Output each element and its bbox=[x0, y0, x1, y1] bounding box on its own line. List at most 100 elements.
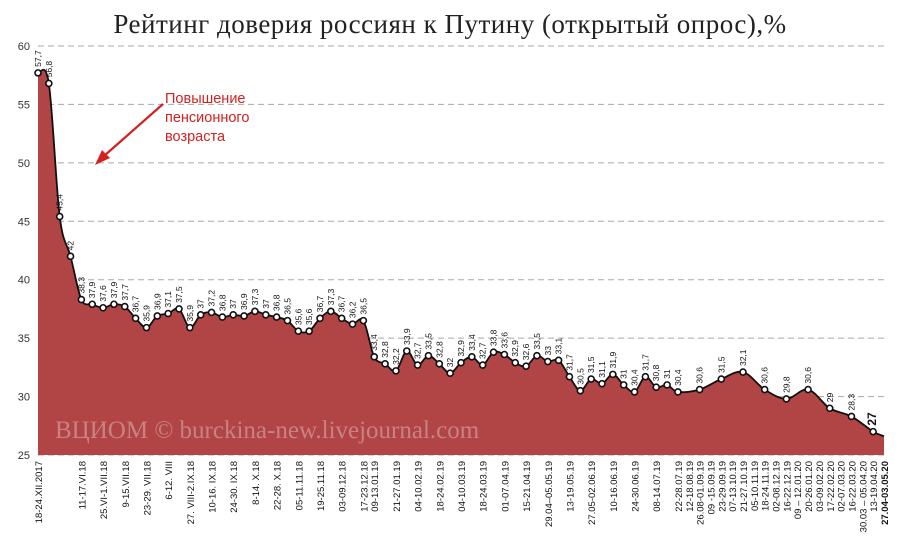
y-tick-label: 35 bbox=[18, 333, 30, 345]
data-point bbox=[565, 372, 574, 381]
data-point bbox=[251, 307, 259, 316]
y-tick-label: 30 bbox=[18, 392, 30, 404]
x-tick-label: 05-11.11.18 bbox=[294, 461, 305, 510]
data-point bbox=[619, 381, 628, 389]
data-point bbox=[468, 353, 476, 361]
data-label: 42 bbox=[66, 241, 76, 251]
data-label: 45,4 bbox=[55, 194, 65, 211]
x-tick-label: 18-24.11.19 bbox=[761, 461, 772, 511]
x-tick-label: 15-21.04.19 bbox=[522, 461, 533, 512]
data-point bbox=[478, 361, 487, 369]
data-label: 32,9 bbox=[456, 340, 466, 357]
data-label: 36,7 bbox=[337, 295, 347, 312]
data-point bbox=[283, 316, 292, 325]
data-point bbox=[500, 350, 509, 359]
x-tick-label: 19-25.11.18 bbox=[316, 461, 327, 511]
y-tick-label: 45 bbox=[18, 216, 30, 228]
annotation-text: Повышение пенсионного возраста bbox=[165, 91, 253, 145]
data-point bbox=[370, 353, 379, 361]
data-point bbox=[522, 362, 530, 370]
data-label: 30,8 bbox=[651, 364, 661, 381]
data-point bbox=[240, 312, 248, 320]
data-label: 36,5 bbox=[358, 298, 368, 315]
data-label: 31,5 bbox=[586, 356, 596, 373]
data-label: 37,9 bbox=[109, 281, 119, 298]
x-tick-label: 11-17.VI.18 bbox=[77, 461, 88, 509]
x-tick-label: 30.03 – 05.04.20 bbox=[858, 461, 869, 532]
data-label: 32,6 bbox=[521, 343, 531, 360]
data-label: 32,8 bbox=[434, 341, 444, 358]
x-tick-label: 02-07.03.20 bbox=[837, 461, 848, 512]
data-point bbox=[804, 385, 812, 394]
x-tick-label: 23-29. VII.18 bbox=[142, 461, 153, 515]
data-label: 31 bbox=[619, 369, 629, 379]
data-label: 30,4 bbox=[673, 369, 683, 386]
data-point bbox=[663, 381, 671, 389]
x-tick-label: 03-09.02.20 bbox=[815, 461, 826, 512]
data-label: 37 bbox=[196, 299, 206, 309]
data-point bbox=[294, 327, 303, 335]
x-tick-label: 17-23.12.18 bbox=[359, 461, 370, 512]
data-label: 33,8 bbox=[489, 329, 499, 346]
data-point bbox=[120, 302, 129, 311]
x-tick-label: 01-07.04.19 bbox=[500, 461, 511, 512]
data-label: 36,9 bbox=[152, 293, 162, 310]
data-point bbox=[489, 348, 498, 356]
data-point bbox=[511, 358, 520, 367]
data-point bbox=[272, 313, 281, 321]
x-tick-label: 22-28.07.19 bbox=[674, 461, 685, 512]
x-tick-label: 04-10.03.19 bbox=[457, 461, 468, 512]
x-tick-label: 24-30.06.19 bbox=[631, 461, 642, 512]
data-point bbox=[381, 360, 389, 368]
data-label: 35,6 bbox=[304, 308, 314, 325]
annotation-arrow-line bbox=[103, 103, 164, 157]
data-label: 57,7 bbox=[33, 50, 43, 67]
data-label: 32,1 bbox=[738, 349, 748, 366]
data-label: 32,7 bbox=[413, 342, 423, 359]
data-label: 29,8 bbox=[781, 376, 791, 393]
data-label: 36,7 bbox=[315, 295, 325, 312]
data-label: 36,9 bbox=[239, 293, 249, 310]
data-label: 33,9 bbox=[402, 328, 412, 345]
data-points bbox=[34, 69, 877, 436]
x-tick-label: 24-30. IX.18 bbox=[229, 461, 240, 513]
data-point bbox=[77, 295, 86, 304]
data-label: 37,9 bbox=[87, 281, 97, 298]
data-point bbox=[739, 368, 747, 376]
data-point bbox=[305, 327, 313, 335]
y-axis-ticks: 25 30 35 40 45 50 55 60 bbox=[18, 41, 30, 462]
data-label: 35,9 bbox=[185, 305, 195, 322]
data-label: 31,7 bbox=[564, 354, 574, 371]
data-label: 38,3 bbox=[76, 277, 86, 294]
x-tick-label: 09 -15.09.19 bbox=[706, 461, 717, 514]
x-tick-label: 13-19.04.20 bbox=[869, 461, 880, 512]
data-point bbox=[164, 309, 172, 318]
data-point bbox=[45, 79, 53, 88]
x-tick-label: 25.VI-1.VII.18 bbox=[99, 461, 110, 519]
data-point bbox=[576, 386, 585, 395]
data-label: 30,5 bbox=[575, 368, 585, 385]
data-point bbox=[88, 300, 97, 309]
data-point bbox=[435, 360, 444, 368]
chart-title: Рейтинг доверия россиян к Путину (открыт… bbox=[113, 9, 786, 39]
data-point bbox=[869, 427, 877, 436]
data-point bbox=[153, 312, 162, 320]
data-label: 37,5 bbox=[174, 286, 184, 303]
data-label: 33,5 bbox=[532, 333, 542, 350]
x-tick-label: 09-13.01.19 bbox=[370, 461, 381, 512]
y-tick-label: 40 bbox=[18, 275, 30, 287]
y-tick-label: 55 bbox=[18, 99, 30, 111]
data-label: 36,7 bbox=[131, 295, 141, 312]
data-label: 37,3 bbox=[326, 288, 336, 305]
data-label: 30,6 bbox=[760, 367, 770, 384]
data-point bbox=[229, 310, 238, 319]
data-label: 32,2 bbox=[391, 348, 401, 365]
data-label: 31 bbox=[662, 369, 672, 379]
x-tick-label: 12-18.08.19 bbox=[685, 461, 696, 512]
data-point bbox=[261, 310, 270, 319]
data-point bbox=[110, 300, 118, 309]
rating-area bbox=[38, 69, 884, 455]
data-label: 36,8 bbox=[272, 294, 282, 311]
data-label: 37,2 bbox=[207, 290, 217, 307]
